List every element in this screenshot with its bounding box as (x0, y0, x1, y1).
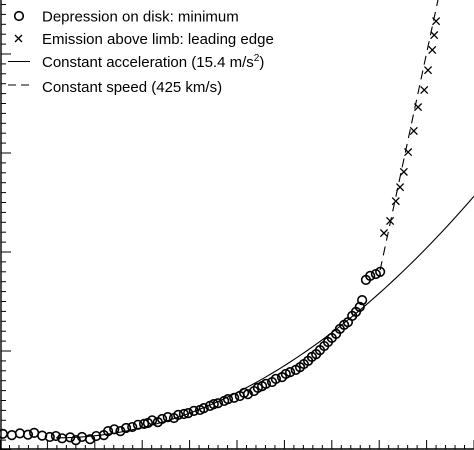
depression-data-point (183, 408, 194, 419)
depression-data-point (70, 435, 81, 446)
depression-data-point (44, 431, 55, 443)
legend-label-acceleration-main: Constant acceleration (15.4 m/s (42, 54, 254, 71)
legend-label-speed: Constant speed (425 km/s) (42, 79, 222, 96)
depression-data-point (91, 430, 102, 442)
constant-acceleration-curve (55, 195, 474, 439)
emission-data-point (386, 216, 395, 226)
depression-data-point (198, 403, 209, 414)
emission-data-point (430, 31, 439, 40)
data-markers (0, 17, 441, 446)
legend-label-emission: Emission above limb: leading edge (42, 31, 274, 48)
depression-data-point (109, 424, 120, 435)
depression-data-point (188, 405, 199, 416)
constant-speed-line (379, 0, 439, 271)
emission-data-point (379, 229, 388, 238)
depression-data-point (162, 412, 173, 423)
legend-cross-marker (14, 34, 23, 43)
legend: Depression on disk: minimum Emission abo… (8, 9, 274, 96)
emission-data-point (423, 66, 433, 75)
depression-data-point (120, 422, 132, 434)
depression-data-point (6, 430, 17, 441)
depression-data-point (354, 301, 365, 313)
emission-data-point (399, 167, 408, 176)
depression-data-point (102, 426, 114, 437)
depression-data-point (132, 419, 144, 430)
fit-lines (55, 0, 474, 439)
legend-entry-depression: Depression on disk: minimum (13, 9, 239, 26)
depression-data-point (229, 392, 240, 403)
depression-data-point (260, 378, 272, 389)
depression-data-point (127, 421, 138, 433)
depression-data-point (208, 399, 219, 410)
depression-data-point (157, 413, 168, 425)
depression-data-point (365, 270, 376, 281)
legend-entry-emission: Emission above limb: leading edge (14, 31, 274, 48)
emission-data-point (391, 197, 400, 206)
emission-data-point (420, 85, 429, 95)
depression-data-point (84, 434, 96, 445)
emission-data-point (404, 148, 413, 157)
emission-data-point (409, 126, 418, 136)
depression-data-point (14, 428, 26, 439)
depression-data-point (375, 266, 386, 277)
depression-data-point (270, 373, 281, 385)
depression-data-point (147, 415, 158, 426)
depression-data-point (173, 409, 184, 421)
depression-data-point (37, 430, 48, 441)
depression-data-point (115, 426, 126, 437)
depression-data-point (65, 432, 76, 443)
legend-circle-marker (13, 10, 25, 22)
emission-data-point (428, 45, 437, 55)
emission-data-point (414, 103, 423, 112)
legend-label-acceleration-close: ) (259, 54, 264, 71)
depression-data-point (178, 408, 190, 420)
emission-data-point (432, 17, 441, 26)
depression-data-point (284, 367, 296, 378)
depression-data-point (50, 430, 62, 442)
depression-data-point (357, 295, 368, 306)
emission-data-point (395, 183, 405, 192)
legend-label-acceleration-sup: 2 (254, 53, 260, 64)
legend-entry-acceleration: Constant acceleration (15.4 m/s2) (8, 53, 264, 71)
legend-label-depression: Depression on disk: minimum (42, 9, 239, 26)
axis-ticks (0, 4, 474, 450)
legend-label-acceleration: Constant acceleration (15.4 m/s2) (42, 53, 264, 71)
legend-entry-speed: Constant speed (425 km/s) (8, 79, 222, 96)
depression-data-point (222, 394, 234, 405)
depression-data-point (212, 398, 224, 409)
depression-data-point (22, 429, 34, 440)
depression-data-point (242, 389, 253, 400)
